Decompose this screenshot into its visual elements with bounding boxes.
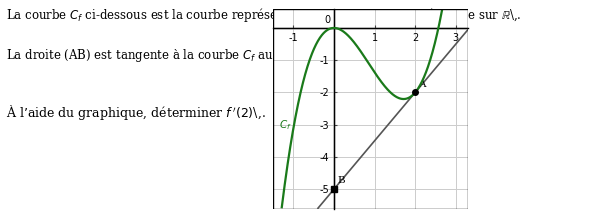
Text: B: B [337, 176, 345, 185]
Text: La courbe $C_f$ ci-dessous est la courbe représentative d'une fonction $f$ dériv: La courbe $C_f$ ci-dessous est la courbe… [6, 6, 521, 25]
Text: 0: 0 [325, 15, 331, 25]
Text: La droite (AB) est tangente à la courbe $C_f$ au point A d’abscisse 2.: La droite (AB) est tangente à la courbe … [6, 47, 400, 64]
Text: $C_f$: $C_f$ [279, 118, 292, 132]
Text: A: A [418, 80, 426, 89]
Text: À l’aide du graphique, déterminer $f\,'(2)$\,.: À l’aide du graphique, déterminer $f\,'(… [6, 103, 266, 122]
